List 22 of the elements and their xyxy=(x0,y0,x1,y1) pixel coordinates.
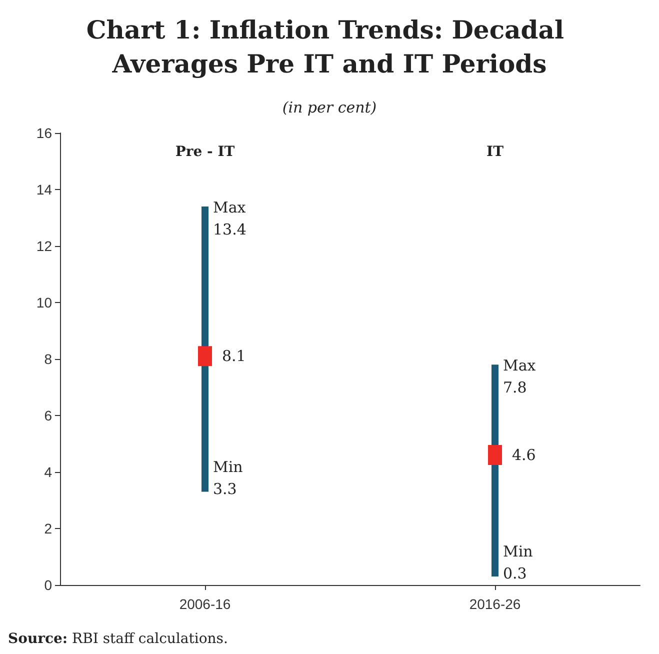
chart-subtitle: (in per cent) xyxy=(282,98,377,116)
source-note: Source: RBI staff calculations. xyxy=(8,631,228,647)
annotation: Max 13.4 xyxy=(213,198,246,238)
y-tick-label: 8 xyxy=(44,351,52,367)
annotation: Pre - IT xyxy=(175,144,236,160)
annotation: IT xyxy=(486,144,504,160)
x-tick-label: 2006-16 xyxy=(179,596,231,612)
y-tick-label: 6 xyxy=(44,408,52,424)
y-tick-label: 10 xyxy=(36,294,52,310)
y-tick-label: 0 xyxy=(44,577,52,593)
chart-title: Chart 1: Inflation Trends: Decadal Averages Pre IT and IT Periods xyxy=(86,16,573,78)
annotation: Min 0.3 xyxy=(503,542,534,583)
y-tick-label: 16 xyxy=(36,125,52,141)
data-label: 4.6 xyxy=(512,446,536,464)
annotation: Min 3.3 xyxy=(213,458,244,498)
y-tick-label: 12 xyxy=(36,238,52,254)
data-label: 8.1 xyxy=(222,347,246,366)
y-tick-label: 2 xyxy=(44,520,52,536)
y-tick-label: 14 xyxy=(36,182,52,198)
y-tick-label: 4 xyxy=(44,464,52,480)
x-tick-label: 2016-26 xyxy=(469,596,521,612)
annotation: Max 7.8 xyxy=(503,356,536,397)
